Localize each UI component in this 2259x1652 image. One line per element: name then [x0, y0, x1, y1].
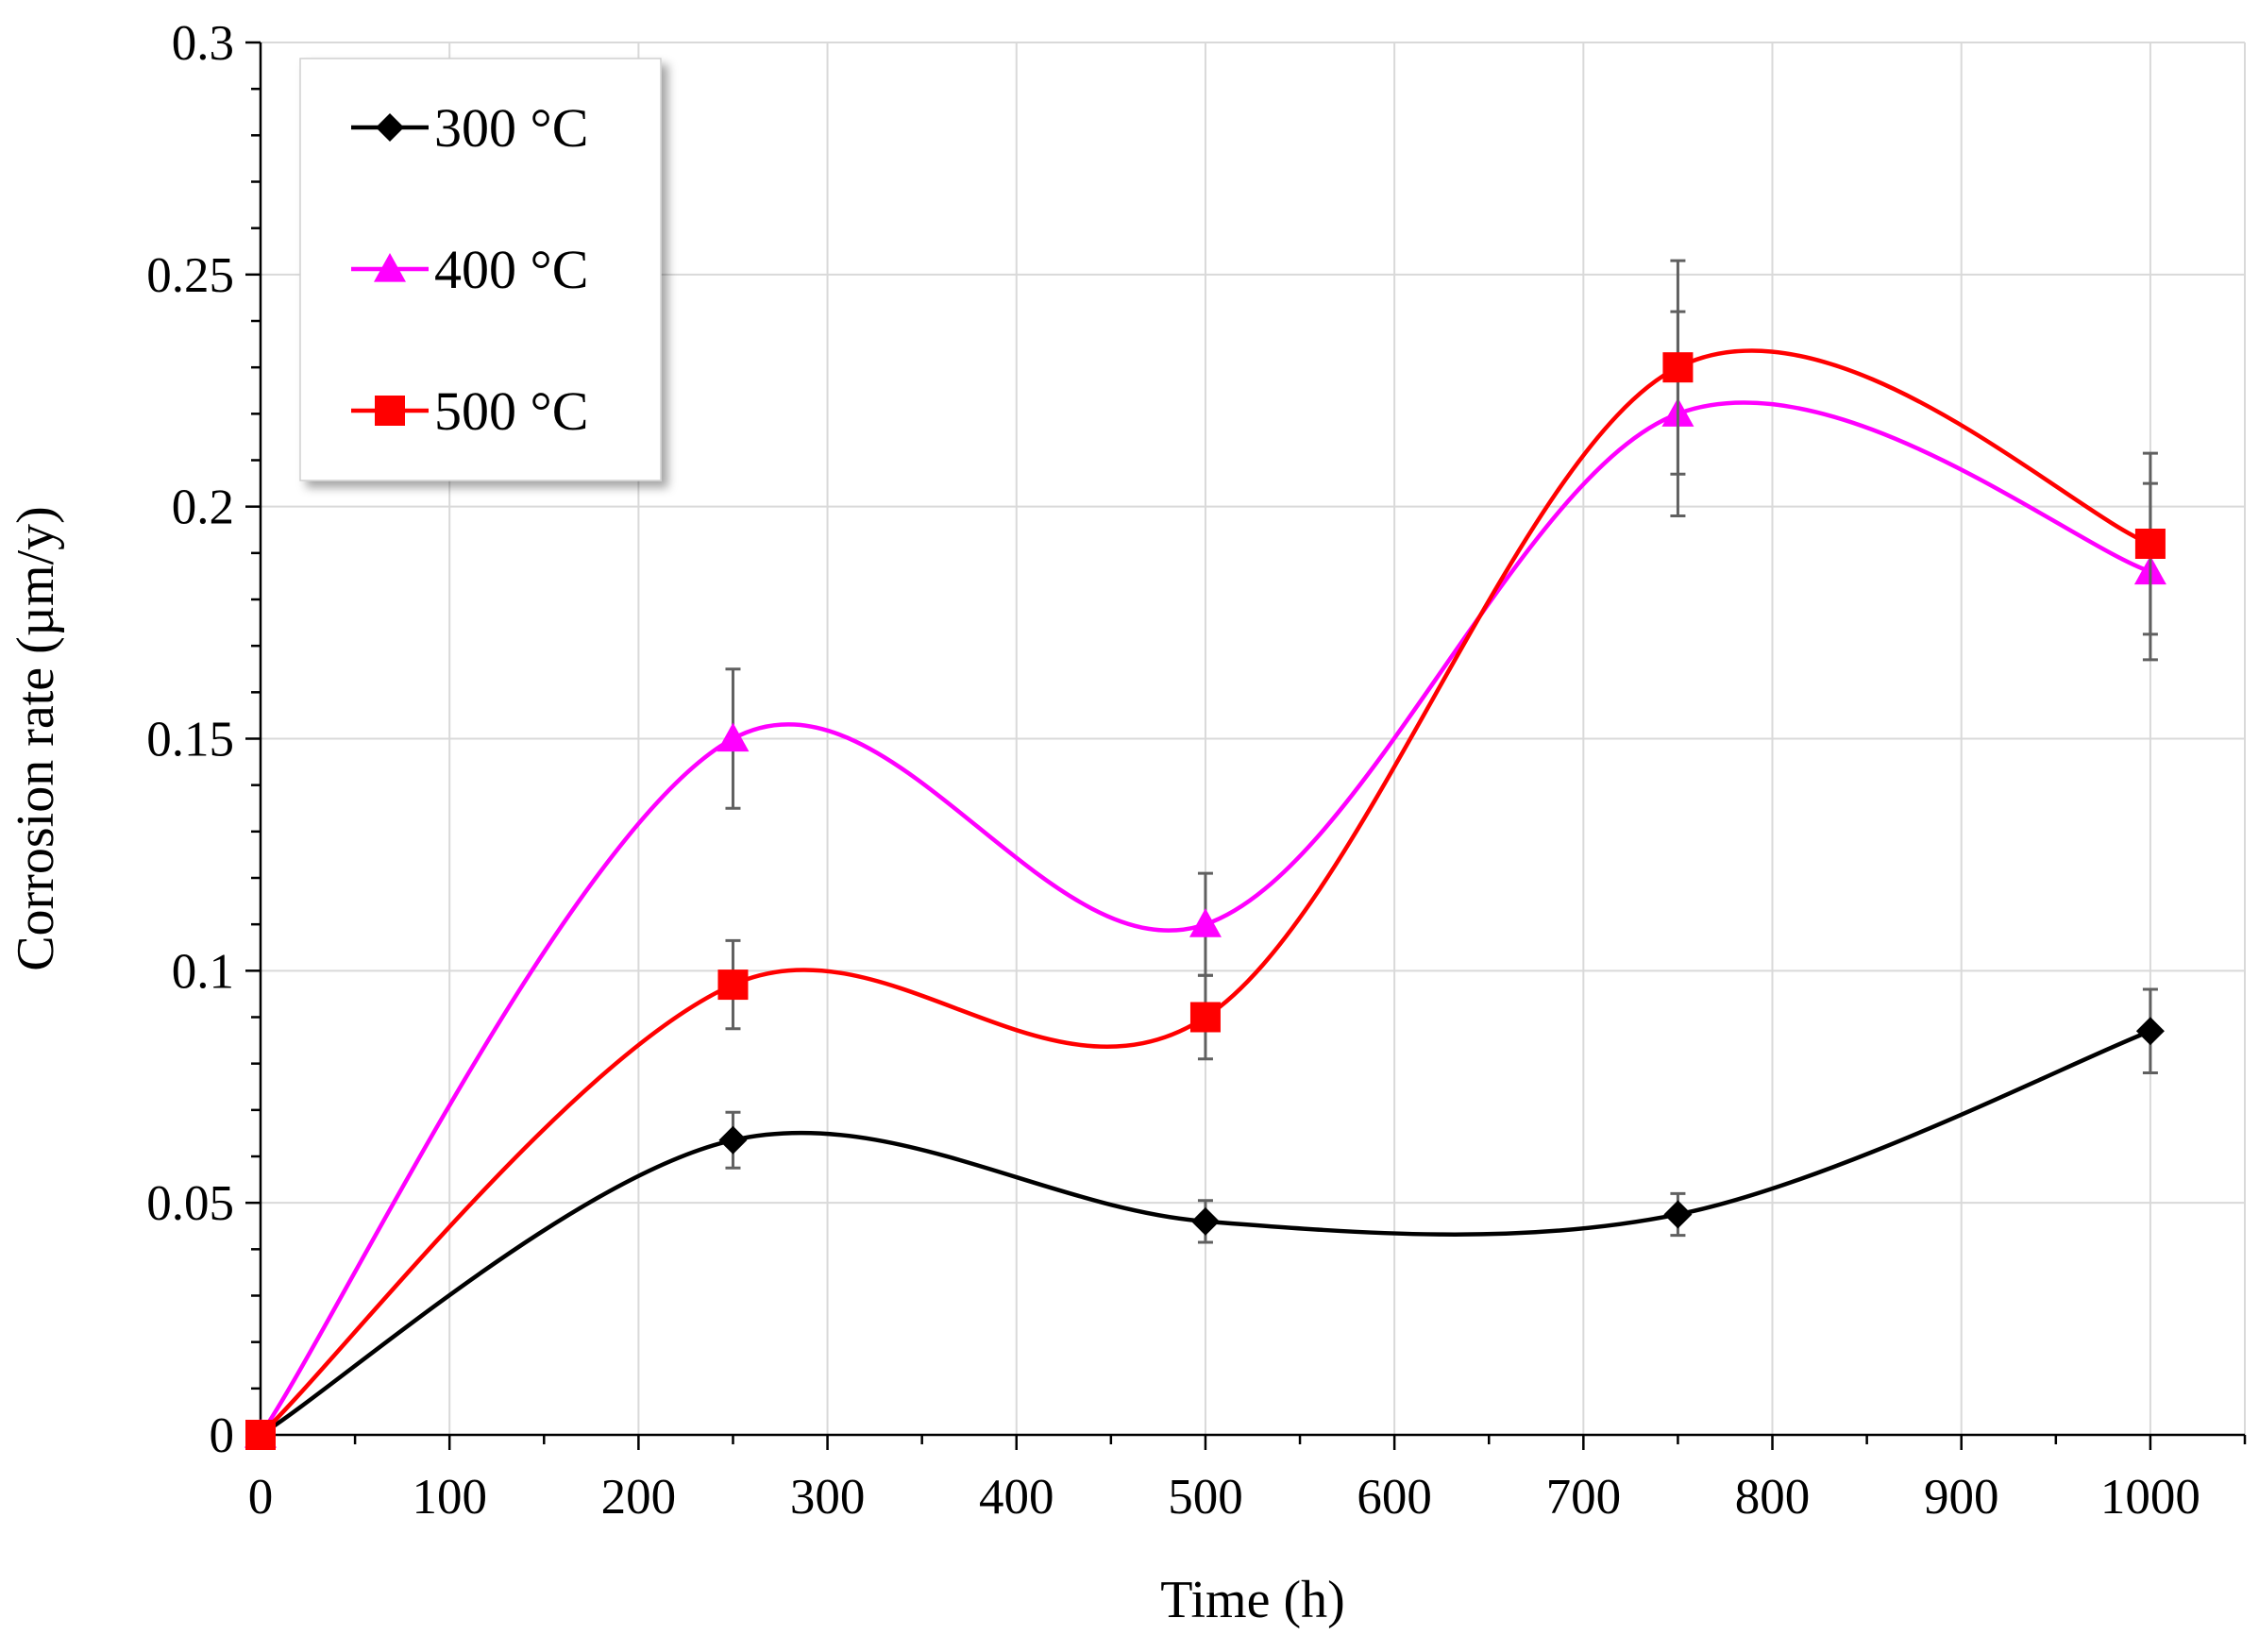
data-point-marker: [1189, 908, 1222, 937]
data-point-marker: [2134, 529, 2166, 559]
legend-marker: [375, 396, 405, 426]
data-point-marker: [1663, 1200, 1693, 1229]
y-axis-title: Corrosion rate (µm/y): [7, 506, 65, 971]
y-tick-label: 0.15: [146, 713, 234, 767]
y-tick-label: 0.1: [172, 944, 234, 999]
series-300c: [246, 987, 2165, 1449]
series-500c: [245, 259, 2166, 1450]
data-point-marker: [1662, 352, 1694, 383]
y-tick-label: 0.25: [146, 248, 234, 303]
legend-marker: [374, 253, 406, 282]
x-tick-label: 0: [248, 1470, 274, 1525]
legend-label: 400 °C: [434, 239, 588, 300]
x-tick-label: 1000: [2100, 1470, 2200, 1525]
x-tick-label: 700: [1546, 1470, 1622, 1525]
y-tick-label: 0.05: [146, 1176, 234, 1231]
data-point-marker: [1190, 1206, 1220, 1236]
data-point-marker: [245, 1420, 276, 1450]
data-point-marker: [2135, 1017, 2165, 1046]
x-tick-label: 600: [1357, 1470, 1432, 1525]
x-tick-label: 200: [601, 1470, 677, 1525]
legend-label: 500 °C: [434, 380, 588, 442]
legend-marker: [376, 113, 404, 142]
plot-area: [244, 259, 2166, 1450]
series-line: [259, 400, 2151, 1437]
x-tick-label: 100: [412, 1470, 487, 1525]
axes: 0 100 200 300 400 500 600 700 800 900 1000 0 0.05 0.1…: [146, 16, 2247, 1525]
y-tick-label: 0.3: [172, 16, 234, 71]
y-tick-label: 0.2: [172, 480, 234, 535]
data-point-marker: [717, 969, 749, 1001]
x-axis-title: Time (h): [1160, 1571, 1345, 1629]
data-point-marker: [1189, 1002, 1221, 1033]
y-tick-label: 0: [210, 1408, 235, 1463]
data-point-marker: [716, 722, 750, 752]
x-tick-label: 800: [1735, 1470, 1811, 1525]
x-tick-label: 300: [790, 1470, 866, 1525]
legend-label: 300 °C: [434, 97, 588, 159]
x-tick-label: 500: [1168, 1470, 1243, 1525]
legend: 300 °C 400 °C 500 °C: [299, 58, 662, 481]
data-point-marker: [718, 1125, 748, 1155]
x-tick-label: 900: [1924, 1470, 1999, 1525]
x-tick-label: 400: [979, 1470, 1054, 1525]
